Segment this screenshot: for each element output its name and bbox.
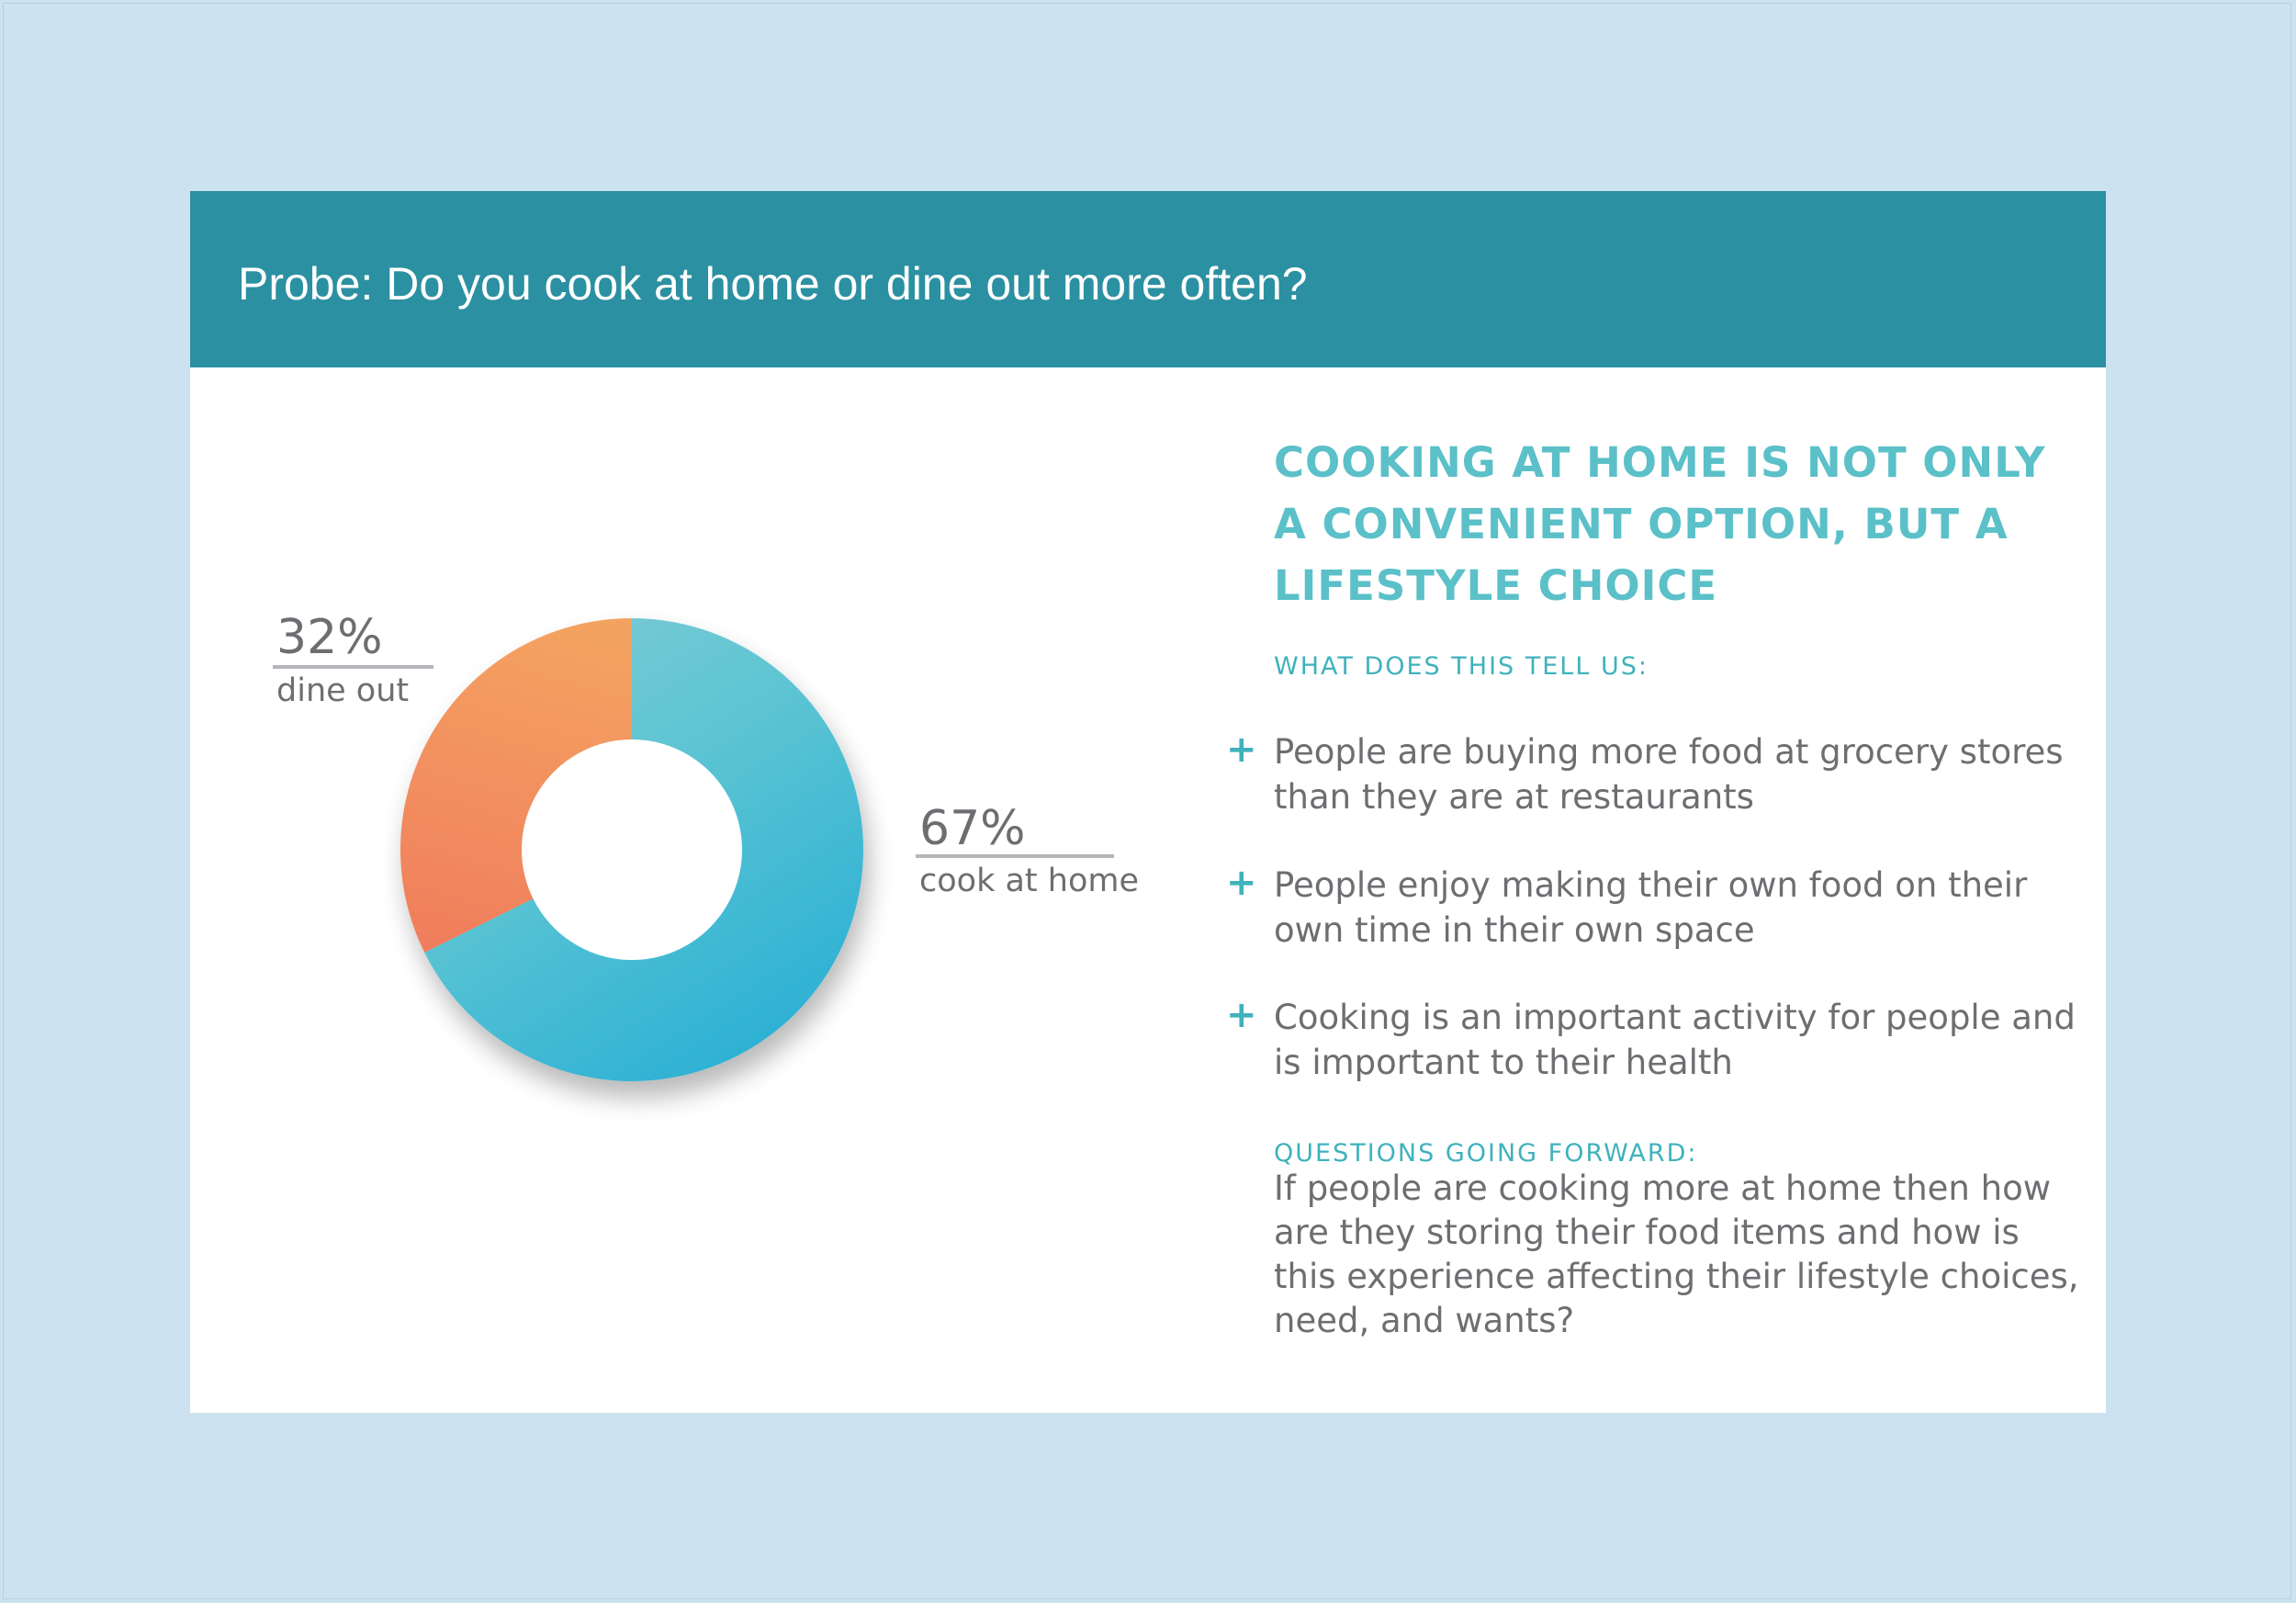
header-bar: Probe: Do you cook at home or dine out m…	[190, 191, 2106, 367]
dine-out-label: dine out	[276, 672, 410, 709]
donut-chart	[400, 618, 863, 1081]
bullet-plus-icon: +	[1226, 728, 1257, 771]
insight-headline: COOKING AT HOME IS NOT ONLY A CONVENIENT…	[1274, 438, 2046, 610]
slide-card: Probe: Do you cook at home or dine out m…	[190, 191, 2106, 1413]
questions-label: QUESTIONS GOING FORWARD:	[1274, 1139, 1698, 1168]
header-title: Probe: Do you cook at home or dine out m…	[238, 258, 1308, 310]
what-label: WHAT DOES THIS TELL US:	[1274, 652, 1649, 681]
cook-at-home-percent: 67%	[919, 801, 1026, 856]
bullet-plus-icon: +	[1226, 862, 1257, 904]
dine-out-rule	[273, 665, 433, 669]
bullet-plus-icon: +	[1226, 994, 1257, 1036]
cook-at-home-label: cook at home	[919, 863, 1139, 899]
bullet-item: People enjoy making their own food on th…	[1274, 865, 2028, 950]
donut-hole	[522, 739, 742, 960]
dine-out-percent: 32%	[276, 610, 383, 665]
bullet-item: Cooking is an important activity for peo…	[1274, 998, 2076, 1082]
questions-text: If people are cooking more at home then …	[1274, 1168, 2079, 1340]
cook-at-home-rule	[916, 854, 1114, 858]
bullet-item: People are buying more food at grocery s…	[1274, 732, 2064, 817]
